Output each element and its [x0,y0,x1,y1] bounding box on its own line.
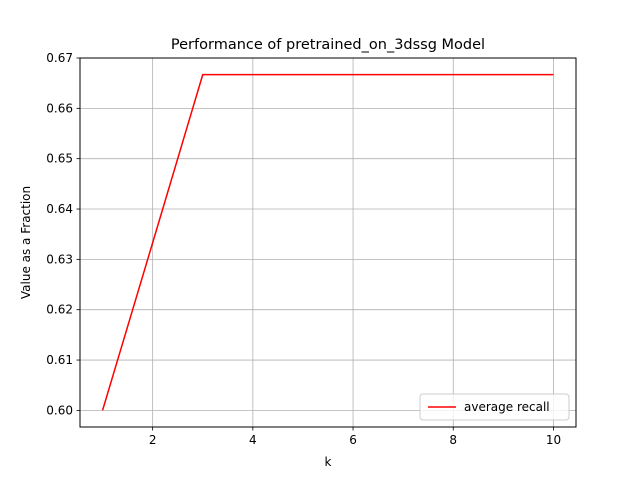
y-tick-label: 0.63 [46,252,73,266]
x-tick-label: 10 [546,433,561,447]
series-line-average-recall [101,73,554,411]
y-tick-label: 0.67 [46,51,73,65]
grid [80,57,576,427]
chart-title: Performance of pretrained_on_3dssg Model [171,37,485,53]
y-tick-label: 0.60 [46,403,73,417]
y-tick-label: 0.61 [46,353,73,367]
y-tick-label: 0.66 [46,101,73,115]
y-tick-label: 0.62 [46,303,73,317]
x-tick-label: 8 [449,433,457,447]
y-axis-label: Value as a Fraction [19,186,33,299]
series-layer [101,73,554,411]
plot-frame [79,57,577,428]
legend-box [419,393,570,421]
legend-label-average-recall: average recall [464,400,550,414]
x-tick-label: 4 [249,433,257,447]
x-axis-label: k [325,455,332,469]
y-tick-label: 0.64 [46,202,73,216]
y-tick-label: 0.65 [46,152,73,166]
legend: average recall [419,393,570,421]
ticks: 2 4 6 8 10 0.60 0.61 0.62 0.63 0.64 0.65 0.66 0.67 [46,51,561,447]
x-tick-label: 6 [349,433,357,447]
x-tick-label: 2 [149,433,157,447]
